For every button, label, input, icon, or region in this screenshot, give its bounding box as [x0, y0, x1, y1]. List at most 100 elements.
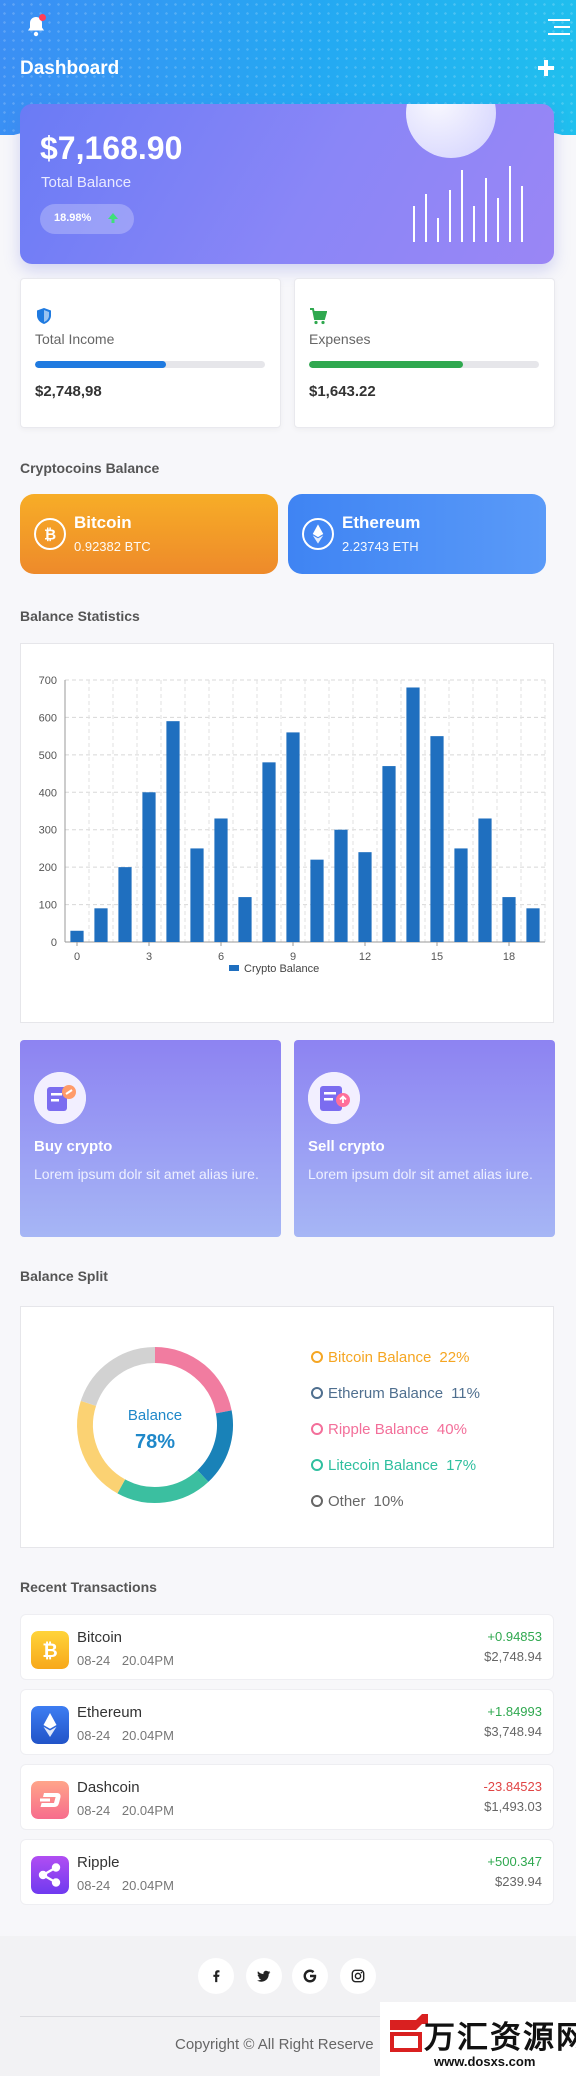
chart-bar: [454, 848, 468, 942]
plus-icon[interactable]: [536, 58, 556, 78]
transaction-change: -23.84523: [483, 1779, 542, 1794]
footer: Copyright © All Right Reserve: [0, 1936, 576, 2076]
twitter-icon[interactable]: [246, 1958, 282, 1994]
expenses-progress: [309, 361, 539, 368]
watermark-mark-icon: [390, 2014, 428, 2052]
expenses-progress-fill: [309, 361, 464, 368]
x-tick-label: 15: [431, 951, 443, 963]
total-income-card: Total Income $2,748,98: [20, 278, 281, 428]
balance-split-card: Balance 78% Bitcoin Balance 22% Etherum Ba…: [20, 1306, 554, 1548]
donut-segment: [80, 1347, 156, 1407]
google-icon[interactable]: [292, 1958, 328, 1994]
chart-bar: [286, 732, 300, 942]
x-tick-label: 9: [290, 951, 296, 963]
bitcoin-balance-card[interactable]: ₿ Bitcoin 0.92382 BTC: [20, 494, 278, 574]
transaction-date: 08-24 20.04PM: [77, 1653, 174, 1668]
balance-change-value: 18.98%: [54, 212, 92, 224]
ethereum-amount: 2.23743 ETH: [342, 539, 419, 554]
split-legend-label: Other: [328, 1492, 366, 1510]
y-tick-label: 100: [39, 900, 57, 912]
split-legend-label: Litecoin Balance: [328, 1456, 439, 1474]
cryptocoins-section-title: Cryptocoins Balance: [20, 460, 160, 476]
donut-segment: [197, 1410, 233, 1482]
sell-crypto-description: Lorem ipsum dolr sit amet alias iure.: [308, 1166, 533, 1182]
transaction-name: Bitcoin: [77, 1629, 123, 1646]
transaction-fiat-value: $3,748.94: [484, 1724, 542, 1739]
balance-change-badge: 18.98%: [40, 204, 134, 234]
x-tick-label: 18: [503, 951, 515, 963]
balance-sparkline: [413, 166, 523, 242]
split-legend-percent: 40%: [436, 1420, 467, 1438]
instagram-icon[interactable]: [340, 1958, 376, 1994]
recent-transactions-title: Recent Transactions: [20, 1579, 157, 1595]
x-tick-label: 12: [359, 951, 371, 963]
chart-bar: [94, 908, 108, 942]
balance-statistics-title: Balance Statistics: [20, 608, 140, 624]
balance-split-donut: [77, 1347, 233, 1503]
balance-split-title: Balance Split: [20, 1268, 108, 1284]
transaction-row[interactable]: Ethereum 08-24 20.04PM +1.84993 $3,748.9…: [20, 1689, 554, 1755]
chart-bar: [358, 852, 372, 942]
split-legend-percent: 17%: [446, 1456, 477, 1474]
sell-crypto-icon: [308, 1072, 360, 1124]
split-legend-item: Etherum Balance 11%: [311, 1383, 480, 1403]
donut-segment: [154, 1347, 232, 1414]
donut-segment: [117, 1469, 209, 1503]
facebook-icon[interactable]: [198, 1958, 234, 1994]
y-tick-label: 700: [39, 675, 57, 687]
svg-text:₿: ₿: [44, 525, 56, 543]
transaction-fiat-value: $1,493.03: [484, 1799, 542, 1814]
split-legend-item: Ripple Balance 40%: [311, 1419, 467, 1439]
ethereum-balance-card[interactable]: Ethereum 2.23743 ETH: [288, 494, 546, 574]
ethereum-name: Ethereum: [342, 513, 421, 532]
legend-ring-icon: [311, 1495, 323, 1507]
chart-bar: [166, 721, 180, 942]
buy-crypto-card[interactable]: Buy crypto Lorem ipsum dolr sit amet ali…: [20, 1040, 281, 1237]
total-balance-amount: $7,168.90: [40, 130, 183, 166]
transaction-date: 08-24 20.04PM: [77, 1878, 174, 1893]
transaction-row[interactable]: Ripple 08-24 20.04PM +500.347 $239.94: [20, 1839, 554, 1905]
buy-crypto-title: Buy crypto: [34, 1138, 113, 1155]
y-tick-label: 500: [39, 750, 57, 762]
transaction-fiat-value: $239.94: [495, 1874, 542, 1889]
chart-bar: [142, 792, 156, 942]
chart-bar: [406, 687, 420, 942]
total-income-value: $2,748,98: [35, 383, 102, 400]
legend-ring-icon: [311, 1387, 323, 1399]
watermark-title: 万汇资源网: [424, 2020, 576, 2055]
total-balance-card: $7,168.90 Total Balance 18.98%: [20, 104, 554, 264]
transaction-row[interactable]: Dashcoin 08-24 20.04PM -23.84523 $1,493.…: [20, 1764, 554, 1830]
y-tick-label: 0: [51, 937, 57, 949]
split-legend-percent: 10%: [373, 1492, 404, 1510]
balance-statistics-chart: 0 100 200 300 400 500 600 700 0 3 6 9 12 15 18 Crypto B…: [39, 675, 546, 975]
chart-bar: [478, 818, 492, 942]
cart-icon: [310, 308, 327, 325]
transaction-date: 08-24 20.04PM: [77, 1728, 174, 1743]
chart-bar: [382, 766, 396, 942]
notification-dot: [39, 14, 46, 21]
legend-swatch: [229, 965, 239, 971]
chart-bar: [118, 867, 132, 942]
transaction-name: Ethereum: [77, 1704, 143, 1721]
transaction-date: 08-24 20.04PM: [77, 1803, 174, 1818]
y-tick-label: 600: [39, 712, 57, 724]
svg-text:₿: ₿: [42, 1640, 57, 1662]
hamburger-menu-icon[interactable]: [546, 16, 572, 38]
total-income-progress: [35, 361, 265, 368]
buy-crypto-description: Lorem ipsum dolr sit amet alias iure.: [34, 1166, 259, 1182]
bitcoin-name: Bitcoin: [74, 513, 132, 532]
split-legend-label: Ripple Balance: [328, 1420, 429, 1438]
transaction-row[interactable]: ₿ Bitcoin 08-24 20.04PM +0.94853 $2,748.…: [20, 1614, 554, 1680]
sell-crypto-card[interactable]: Sell crypto Lorem ipsum dolr sit amet al…: [294, 1040, 555, 1237]
ripple-icon: [31, 1856, 69, 1894]
split-legend-item: Litecoin Balance 17%: [311, 1455, 476, 1475]
split-legend-label: Bitcoin Balance: [328, 1348, 432, 1366]
bitcoin-icon: ₿: [34, 518, 66, 550]
buy-crypto-icon: [34, 1072, 86, 1124]
shield-icon: [37, 308, 51, 324]
chart-bar: [238, 897, 252, 942]
chart-bar: [70, 930, 84, 942]
chart-bar: [430, 736, 444, 942]
bitcoin-amount: 0.92382 BTC: [74, 539, 151, 554]
chart-bar: [526, 908, 540, 942]
